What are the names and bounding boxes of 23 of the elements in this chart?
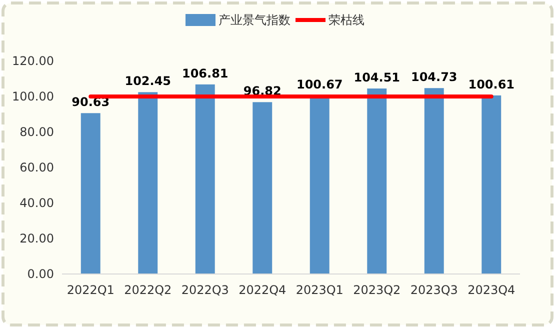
y-tick-label: 120.00 (12, 54, 54, 68)
data-label: 100.67 (296, 77, 343, 92)
y-tick-label: 40.00 (20, 196, 54, 210)
data-label: 106.81 (182, 66, 228, 80)
x-tick-label: 2022Q3 (181, 283, 229, 297)
x-tick-label: 2023Q4 (468, 283, 516, 297)
legend-label: 荣枯线 (328, 13, 364, 28)
x-tick-label: 2023Q3 (410, 283, 458, 297)
x-tick-label: 2023Q1 (296, 283, 344, 297)
y-tick-label: 80.00 (20, 125, 54, 140)
data-label: 100.61 (468, 77, 515, 92)
data-label: 104.51 (354, 70, 400, 84)
y-tick-label: 100.00 (12, 90, 54, 104)
x-tick-label: 2022Q1 (66, 283, 114, 297)
y-tick-label: 20.00 (20, 232, 54, 246)
y-tick-label: 0.00 (27, 267, 54, 282)
data-label: 104.73 (410, 70, 458, 84)
legend-label: 产业景气指数 (218, 13, 290, 28)
data-label: 102.45 (124, 74, 172, 88)
x-tick-label: 2023Q2 (353, 283, 401, 297)
y-tick-label: 60.00 (20, 160, 54, 175)
x-tick-label: 2022Q4 (238, 283, 286, 297)
x-tick-label: 2022Q2 (124, 283, 172, 297)
